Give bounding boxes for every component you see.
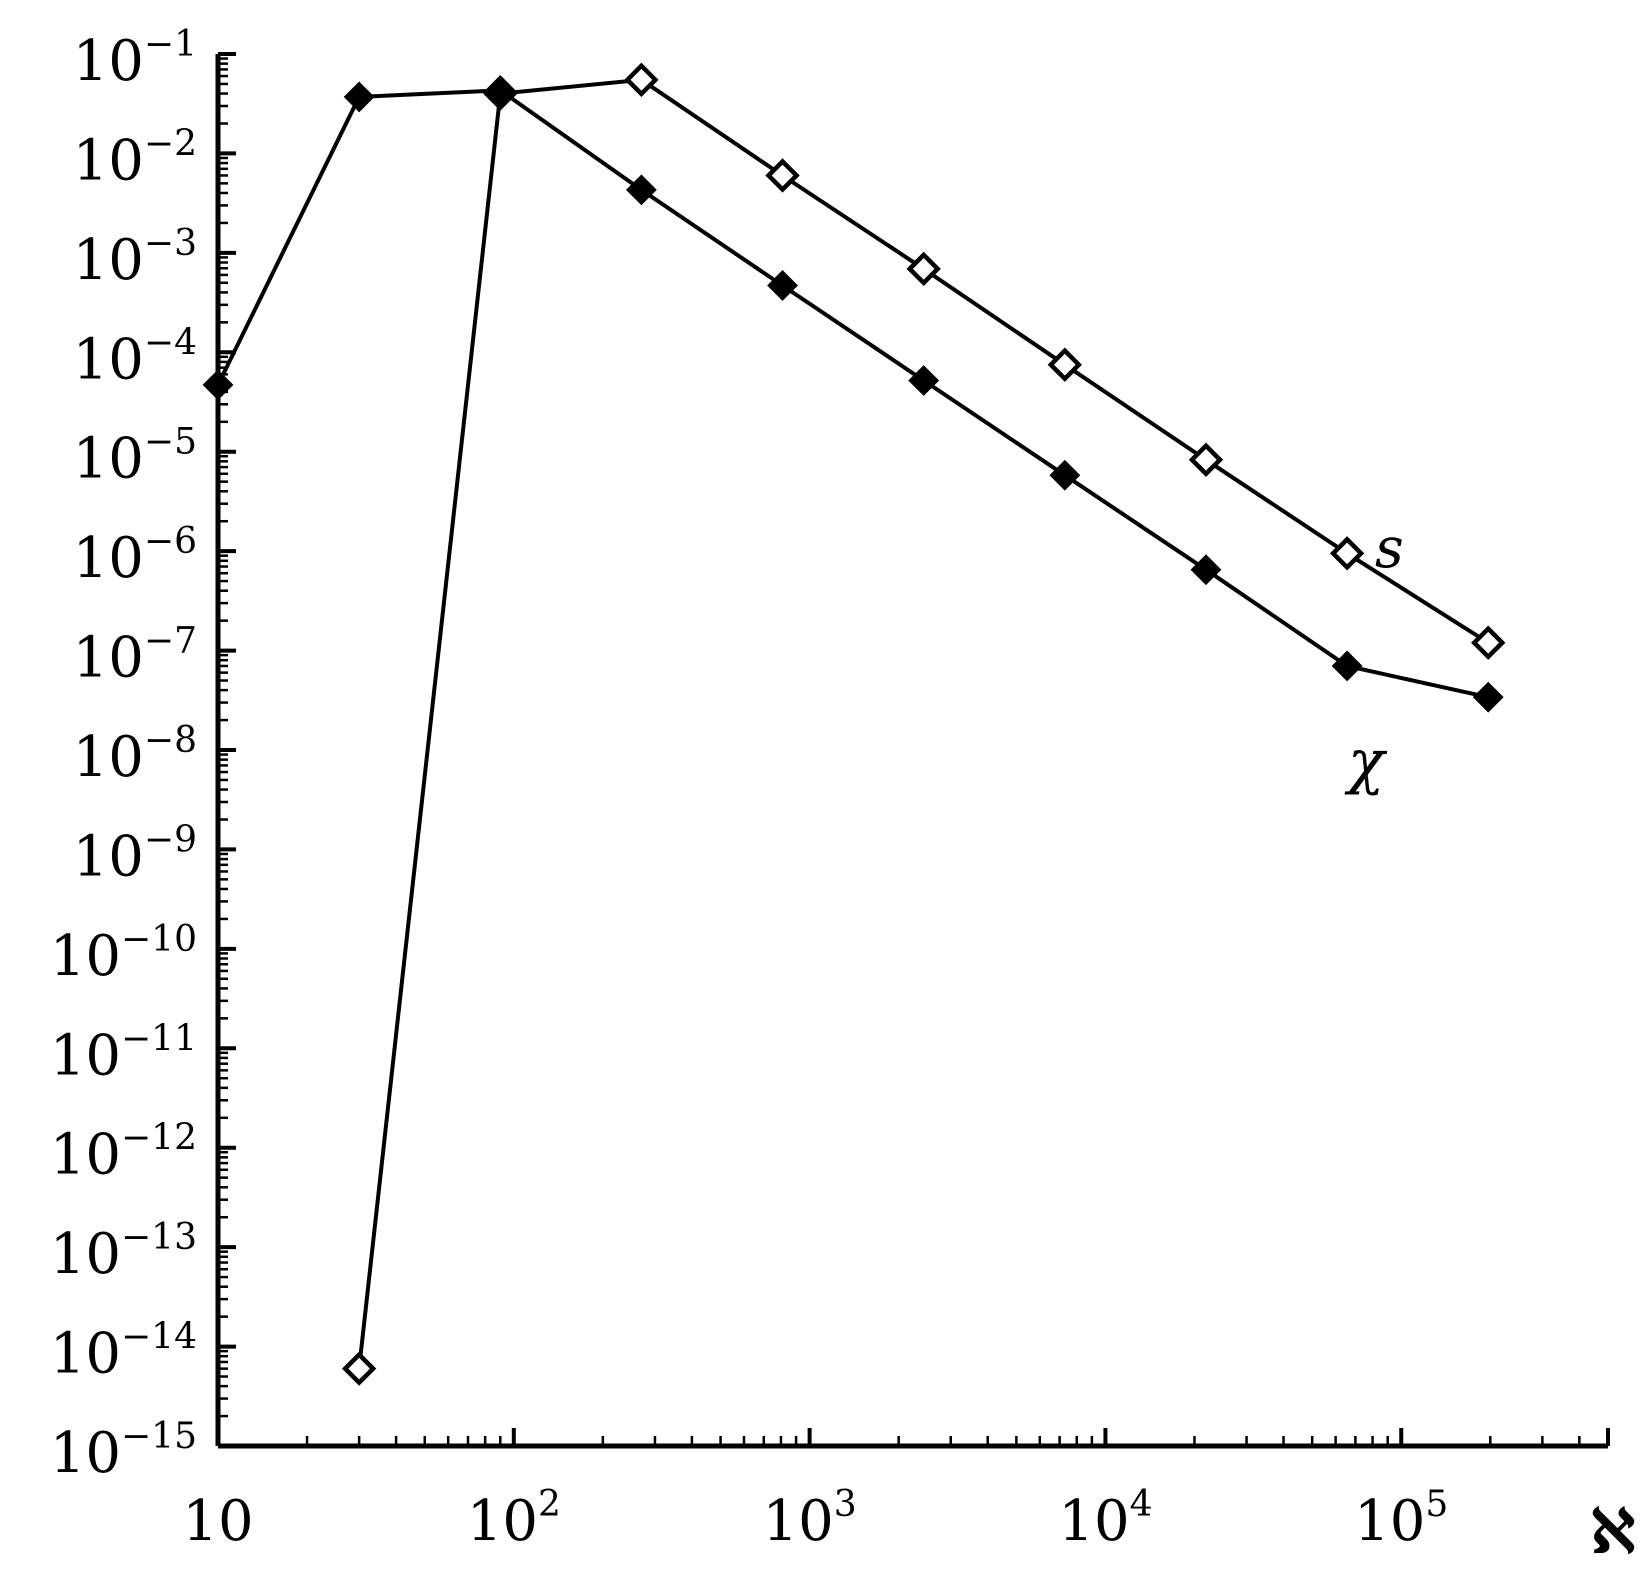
y-tick-label: 10−8 bbox=[73, 720, 197, 790]
y-tick-label: 10−7 bbox=[73, 621, 197, 691]
y-tick-label: 10−1 bbox=[73, 24, 197, 94]
y-tick-label: 10−6 bbox=[73, 521, 197, 591]
data-point-s bbox=[341, 1351, 377, 1386]
x-tick-label: 10 bbox=[182, 1489, 253, 1554]
data-point-s bbox=[765, 158, 800, 193]
x-tick-label: 105 bbox=[1354, 1484, 1448, 1554]
data-point-s bbox=[624, 62, 659, 97]
data-point-chi bbox=[1190, 554, 1222, 586]
data-point-chi bbox=[484, 75, 516, 106]
y-tick-label: 10−12 bbox=[50, 1118, 197, 1188]
y-tick-label: 10−3 bbox=[73, 223, 197, 293]
axes: 10−1 10−2 10−3 10−4 10−5 10−6 10−7 10−8 10−9 10−1… bbox=[50, 24, 1610, 1554]
data-point-chi bbox=[1472, 681, 1504, 713]
series-markers bbox=[202, 62, 1506, 1386]
data-point-chi bbox=[202, 369, 234, 401]
data-point-chi bbox=[343, 81, 375, 113]
y-tick-label: 10−14 bbox=[50, 1317, 197, 1387]
series-line-chi bbox=[216, 88, 1489, 700]
x-tick-label: 103 bbox=[763, 1484, 857, 1554]
y-tick-label: 10−13 bbox=[50, 1217, 197, 1287]
x-axis-label: ℵ bbox=[1591, 1497, 1636, 1567]
x-tick-label: 104 bbox=[1058, 1484, 1152, 1554]
data-point-chi bbox=[625, 174, 657, 206]
data-point-chi bbox=[1049, 459, 1081, 491]
data-point-s bbox=[1188, 442, 1224, 477]
labels: s χ ℵ bbox=[1344, 516, 1635, 1567]
x-tick-label: 102 bbox=[467, 1484, 561, 1554]
y-tick-label: 10−9 bbox=[73, 819, 197, 889]
data-point-s bbox=[1047, 347, 1083, 382]
data-point-chi bbox=[767, 270, 798, 301]
data-point-s bbox=[1471, 625, 1506, 660]
data-point-chi bbox=[908, 365, 940, 396]
y-tick-label: 10−10 bbox=[50, 919, 197, 989]
y-tick-label: 10−4 bbox=[73, 322, 197, 392]
series-label-chi: χ bbox=[1344, 727, 1388, 797]
data-point-chi bbox=[1331, 650, 1363, 682]
y-tick-label: 10−2 bbox=[73, 123, 197, 193]
series-lines bbox=[216, 77, 1490, 1369]
series-label-s: s bbox=[1375, 516, 1404, 581]
data-point-s bbox=[906, 251, 941, 287]
y-tick-label: 10−11 bbox=[50, 1018, 197, 1088]
y-tick-label: 10−5 bbox=[73, 422, 197, 492]
data-point-s bbox=[1329, 536, 1365, 571]
y-tick-label: 10−15 bbox=[50, 1416, 197, 1486]
